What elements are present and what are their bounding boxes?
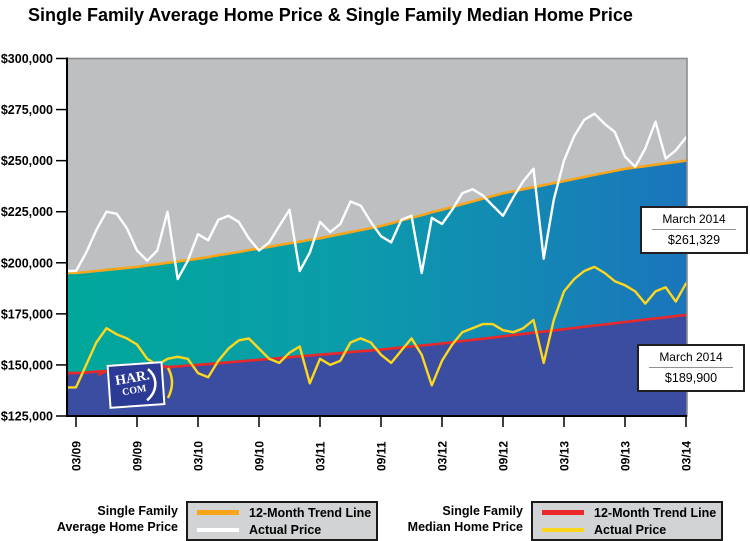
callout-divider [652,229,736,230]
avg-actual-line [67,112,688,281]
avg-trend-line [67,159,688,275]
logo-ribbon-yellow [166,367,174,399]
x-axis-label: 03/12 [436,441,450,471]
callout-date: March 2014 [662,212,726,226]
avg-actual-line-swatch [197,527,239,532]
avg-trend-line-swatch [197,510,239,515]
x-axis-label: 03/14 [680,441,694,471]
y-axis-label: $200,000 [1,256,53,270]
median-trend-area [67,314,687,416]
x-axis-label: 03/10 [192,441,206,471]
legend-box-median: 12-Month Trend Line Actual Price [531,501,723,541]
callout-divider [649,367,733,368]
legend-item-avg-actual: Actual Price [188,521,376,538]
x-axis-label: 09/12 [497,441,511,471]
y-axis-label: $275,000 [1,103,53,117]
median-actual-line [67,265,688,389]
med-trend-line-swatch [542,510,584,515]
callout-median-march-2014: March 2014 $189,900 [637,344,745,392]
logo-swoosh-icon [146,368,157,402]
callout-value: $261,329 [667,233,721,247]
y-axis-label: $300,000 [1,52,53,66]
x-axis-label: 09/13 [619,441,633,471]
har-com-logo: HAR. COM [106,361,166,409]
chart-title: Single Family Average Home Price & Singl… [28,5,633,25]
legend-group-label-median: Single Family Median Home Price [407,504,523,534]
x-axis-label: 09/10 [253,441,267,471]
callout-value: $189,900 [664,371,718,385]
callout-date: March 2014 [659,350,723,364]
x-axis-label: 09/11 [375,441,389,471]
x-axis-label: 03/09 [70,441,84,471]
y-axis-label: $175,000 [1,307,53,321]
legend-item-med-trend: 12-Month Trend Line [533,504,721,521]
y-axis-label: $125,000 [1,410,53,424]
y-axis-label: $250,000 [1,154,53,168]
legend-item-med-actual: Actual Price [533,521,721,538]
legend-box-average: 12-Month Trend Line Actual Price [186,501,378,541]
x-axis-label: 03/11 [314,441,328,471]
y-axis-label: $225,000 [1,205,53,219]
legend-item-avg-trend: 12-Month Trend Line [188,504,376,521]
x-axis-label: 09/09 [131,441,145,471]
x-axis-label: 03/13 [558,441,572,471]
callout-average-march-2014: March 2014 $261,329 [640,206,748,254]
logo-ribbon-teal [95,356,169,370]
legend-group-label-average: Single Family Average Home Price [56,504,178,534]
med-actual-line-swatch [542,527,584,532]
y-axis-label: $150,000 [1,358,53,372]
